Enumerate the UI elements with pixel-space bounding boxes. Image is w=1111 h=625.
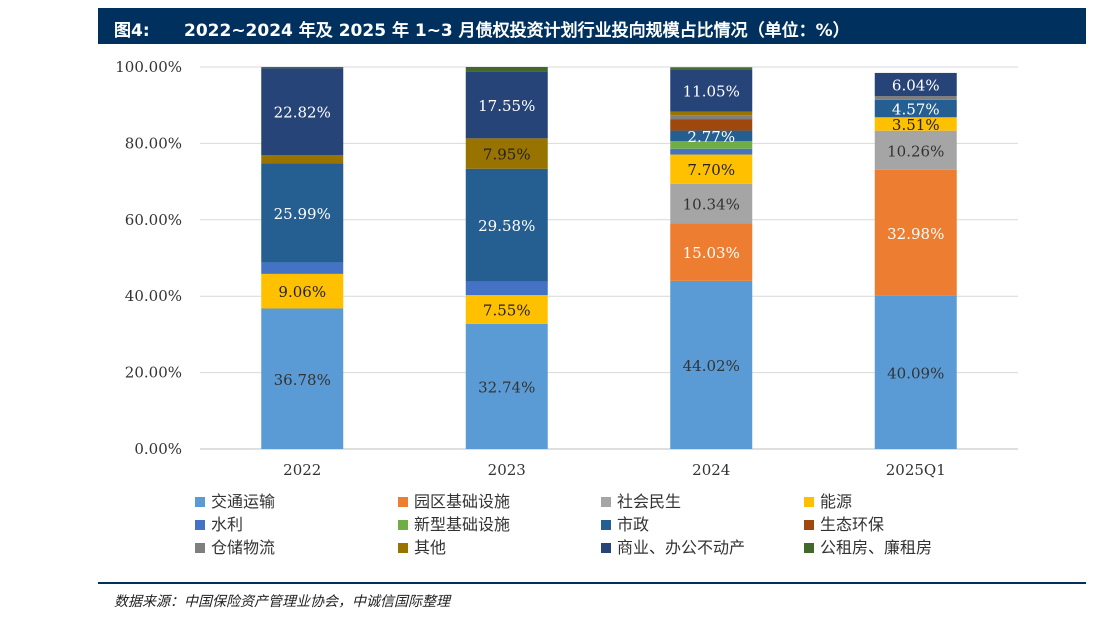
source-divider — [98, 582, 1086, 584]
bar-segment — [670, 111, 753, 116]
legend-label: 生态环保 — [820, 515, 884, 534]
legend-swatch — [398, 520, 408, 530]
data-label: 40.09% — [887, 364, 944, 382]
legend-label: 新型基础设施 — [414, 515, 510, 534]
data-label: 4.57% — [892, 101, 940, 119]
bar-segment — [670, 119, 753, 131]
figure-label: 图4: — [114, 21, 150, 41]
bar-segment — [261, 68, 344, 156]
data-label: 7.95% — [483, 146, 531, 164]
bar-segment — [670, 69, 753, 112]
bar-segment — [670, 115, 753, 120]
bar-segment — [465, 281, 548, 296]
chart-title: 2022~2024 年及 2025 年 1~3 月债权投资计划行业投向规模占比情… — [184, 21, 850, 41]
data-label: 44.02% — [683, 357, 740, 375]
data-label: 32.98% — [887, 225, 944, 243]
bar-segment — [874, 117, 957, 131]
bar-segment — [261, 308, 344, 449]
bar-segment — [670, 280, 753, 449]
data-label: 29.58% — [478, 217, 535, 235]
y-tick-label: 20.00% — [125, 364, 182, 382]
data-label: 10.26% — [887, 142, 944, 160]
data-label: 17.55% — [478, 97, 535, 115]
bar-segment — [874, 72, 957, 96]
bar-segment — [874, 295, 957, 449]
legend-swatch — [195, 520, 205, 530]
data-label: 7.70% — [687, 161, 735, 179]
legend-swatch — [601, 543, 611, 553]
legend-swatch — [601, 497, 611, 507]
bar-segment — [670, 148, 753, 155]
y-tick-label: 40.00% — [125, 287, 182, 305]
bar-segment — [670, 183, 753, 224]
bar-segment — [670, 67, 753, 70]
bar-segment — [261, 67, 344, 69]
y-tick-label: 80.00% — [125, 134, 182, 152]
data-label: 25.99% — [274, 205, 331, 223]
bar-segment — [261, 273, 344, 309]
bar-segment — [261, 155, 344, 164]
data-label: 36.78% — [274, 371, 331, 389]
x-tick-label: 2024 — [692, 461, 730, 479]
bar-segment — [670, 130, 753, 142]
bar-segment — [670, 223, 753, 281]
legend-label: 园区基础设施 — [414, 492, 510, 511]
legend-label: 仓储物流 — [211, 538, 275, 557]
bar-segment — [874, 99, 957, 118]
x-tick-label: 2022 — [283, 461, 321, 479]
x-tick-label: 2025Q1 — [886, 461, 946, 479]
legend-swatch — [398, 543, 408, 553]
legend-label: 商业、办公不动产 — [617, 538, 745, 557]
data-label: 11.05% — [683, 82, 740, 100]
data-label: 6.04% — [892, 76, 940, 94]
legend-swatch — [195, 497, 205, 507]
bar-segment — [465, 168, 548, 282]
data-label: 3.51% — [892, 116, 940, 134]
data-label: 15.03% — [683, 244, 740, 262]
data-label: 9.06% — [278, 283, 326, 301]
data-label: 32.74% — [478, 378, 535, 396]
legend-label: 公租房、廉租房 — [820, 538, 932, 557]
y-tick-label: 0.00% — [134, 440, 182, 458]
bar-segment — [874, 169, 957, 296]
title-bar: 图4: 2022~2024 年及 2025 年 1~3 月债权投资计划行业投向规… — [98, 8, 1086, 44]
legend-label: 市政 — [617, 515, 649, 534]
bar-segment — [465, 71, 548, 139]
y-tick-label: 100.00% — [115, 58, 182, 76]
y-tick-label: 60.00% — [125, 211, 182, 229]
data-label: 7.55% — [483, 302, 531, 320]
source-note: 数据来源：中国保险资产管理业协会，中诚信国际整理 — [114, 594, 450, 610]
bar-segment — [465, 67, 548, 72]
legend-swatch — [804, 543, 814, 553]
x-tick-label: 2023 — [488, 461, 526, 479]
legend-swatch — [804, 520, 814, 530]
legend-label: 社会民生 — [617, 492, 681, 511]
legend-swatch — [398, 497, 408, 507]
bar-segment — [670, 154, 753, 184]
legend-label: 水利 — [211, 515, 243, 534]
data-label: 2.77% — [687, 128, 735, 146]
bar-segment — [465, 138, 548, 169]
legend-swatch — [601, 520, 611, 530]
data-label: 22.82% — [274, 104, 331, 122]
bar-segment — [874, 95, 957, 100]
bar-segment — [261, 163, 344, 263]
bar-segment — [670, 141, 753, 149]
legend-swatch — [195, 543, 205, 553]
legend-swatch — [804, 497, 814, 507]
legend-label: 其他 — [414, 538, 446, 557]
data-label: 10.34% — [683, 196, 740, 214]
bar-segment — [465, 295, 548, 324]
bar-segment — [465, 323, 548, 449]
bar-segment — [261, 262, 344, 274]
stacked-bar-chart: 0.00% 20.00% 40.00% 60.00% 80.00% 100.00% 36.7… — [115, 58, 1018, 557]
legend-label: 能源 — [820, 492, 852, 511]
legend-label: 交通运输 — [211, 492, 275, 511]
bar-segment — [874, 130, 957, 170]
